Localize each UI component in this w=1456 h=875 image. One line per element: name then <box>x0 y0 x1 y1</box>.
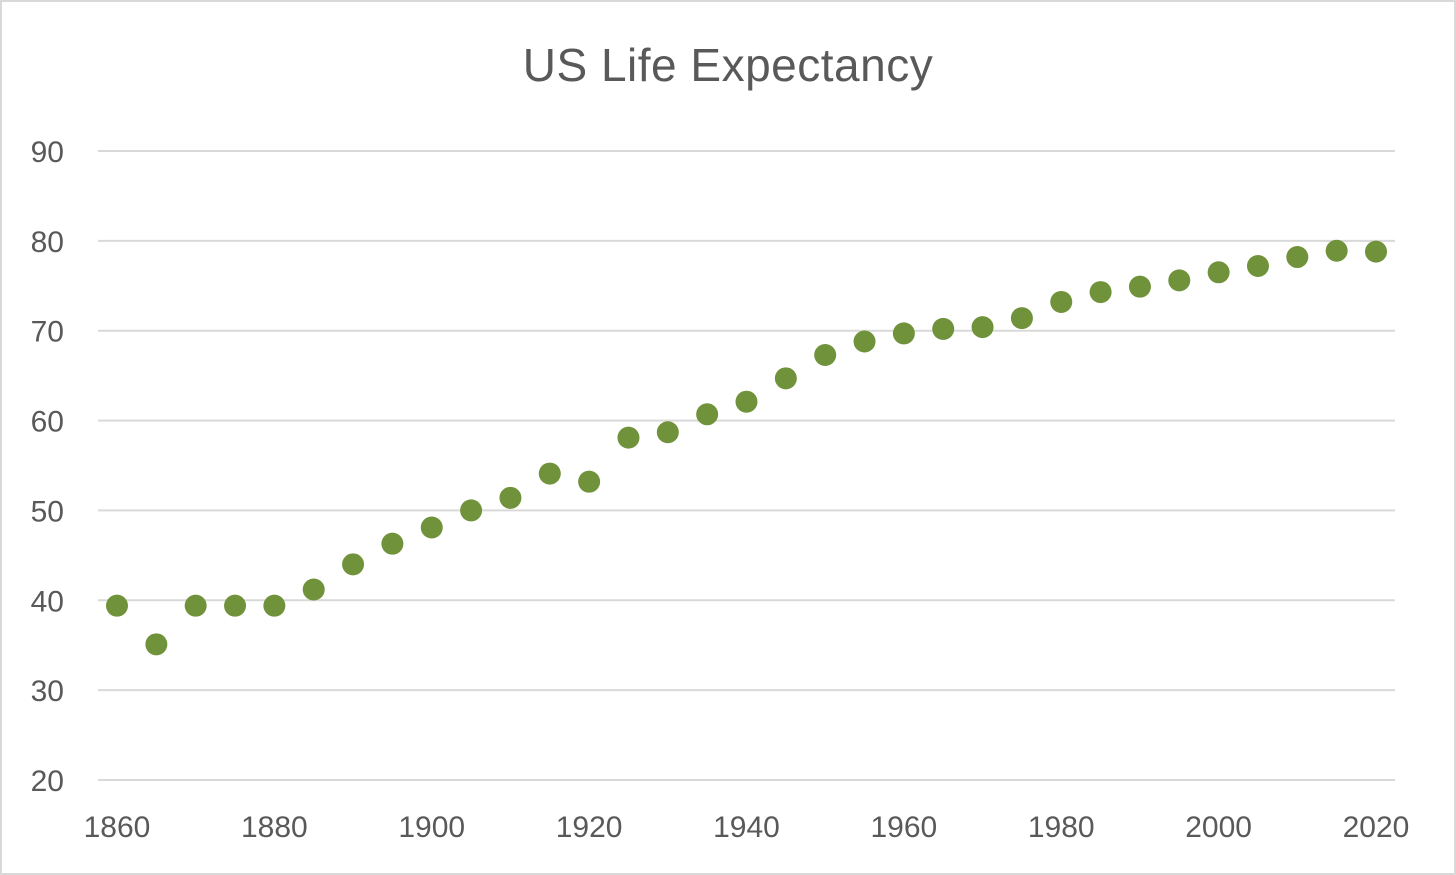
y-tick-label: 50 <box>31 495 64 528</box>
data-point <box>263 594 286 617</box>
data-point <box>145 633 168 656</box>
chart-title: US Life Expectancy <box>522 39 934 91</box>
data-point <box>735 390 758 413</box>
data-point <box>1128 275 1151 298</box>
y-tick-label: 30 <box>31 675 64 708</box>
data-point <box>342 553 365 576</box>
data-point <box>578 470 601 493</box>
x-tick-label: 1900 <box>398 811 465 844</box>
data-point <box>853 330 876 353</box>
data-point <box>1286 246 1309 269</box>
y-tick-label: 70 <box>31 316 64 349</box>
data-point <box>499 486 522 509</box>
data-point <box>1050 290 1073 313</box>
data-point <box>460 499 483 522</box>
y-tick-label: 60 <box>31 406 64 439</box>
x-tick-label: 1940 <box>713 811 780 844</box>
data-point <box>617 426 640 449</box>
data-point <box>892 322 915 345</box>
x-tick-label: 1960 <box>871 811 938 844</box>
data-point <box>1246 255 1269 278</box>
y-axis-tick-labels: 20 30 40 50 60 70 80 90 <box>31 136 64 798</box>
data-point <box>1089 281 1112 304</box>
data-point <box>224 594 247 617</box>
y-tick-label: 20 <box>31 765 64 798</box>
data-point <box>656 421 679 444</box>
data-point <box>184 594 207 617</box>
data-point <box>538 462 561 485</box>
x-tick-label: 1860 <box>84 811 151 844</box>
data-point <box>302 578 325 601</box>
x-tick-label: 1920 <box>556 811 623 844</box>
y-tick-label: 80 <box>31 226 64 259</box>
y-tick-label: 90 <box>31 136 64 169</box>
data-point <box>381 532 404 555</box>
x-tick-label: 1880 <box>241 811 308 844</box>
y-tick-label: 40 <box>31 585 64 618</box>
data-points <box>106 239 1387 656</box>
x-tick-label: 1980 <box>1028 811 1095 844</box>
data-point <box>774 367 797 390</box>
data-point <box>932 317 955 340</box>
data-point <box>814 343 837 366</box>
data-point <box>1010 307 1033 330</box>
data-point <box>1168 269 1191 292</box>
x-tick-label: 2020 <box>1343 811 1410 844</box>
data-point <box>106 594 128 617</box>
data-point <box>1325 239 1348 262</box>
data-point <box>1207 261 1230 284</box>
data-point <box>696 403 719 426</box>
gridlines <box>98 150 1395 781</box>
data-point <box>1365 240 1387 263</box>
data-point <box>420 516 443 539</box>
data-point <box>971 316 994 339</box>
x-tick-label: 2000 <box>1185 811 1252 844</box>
x-axis-tick-labels: 1860 1880 1900 1920 1940 1960 1980 2000 2020 <box>84 811 1410 844</box>
